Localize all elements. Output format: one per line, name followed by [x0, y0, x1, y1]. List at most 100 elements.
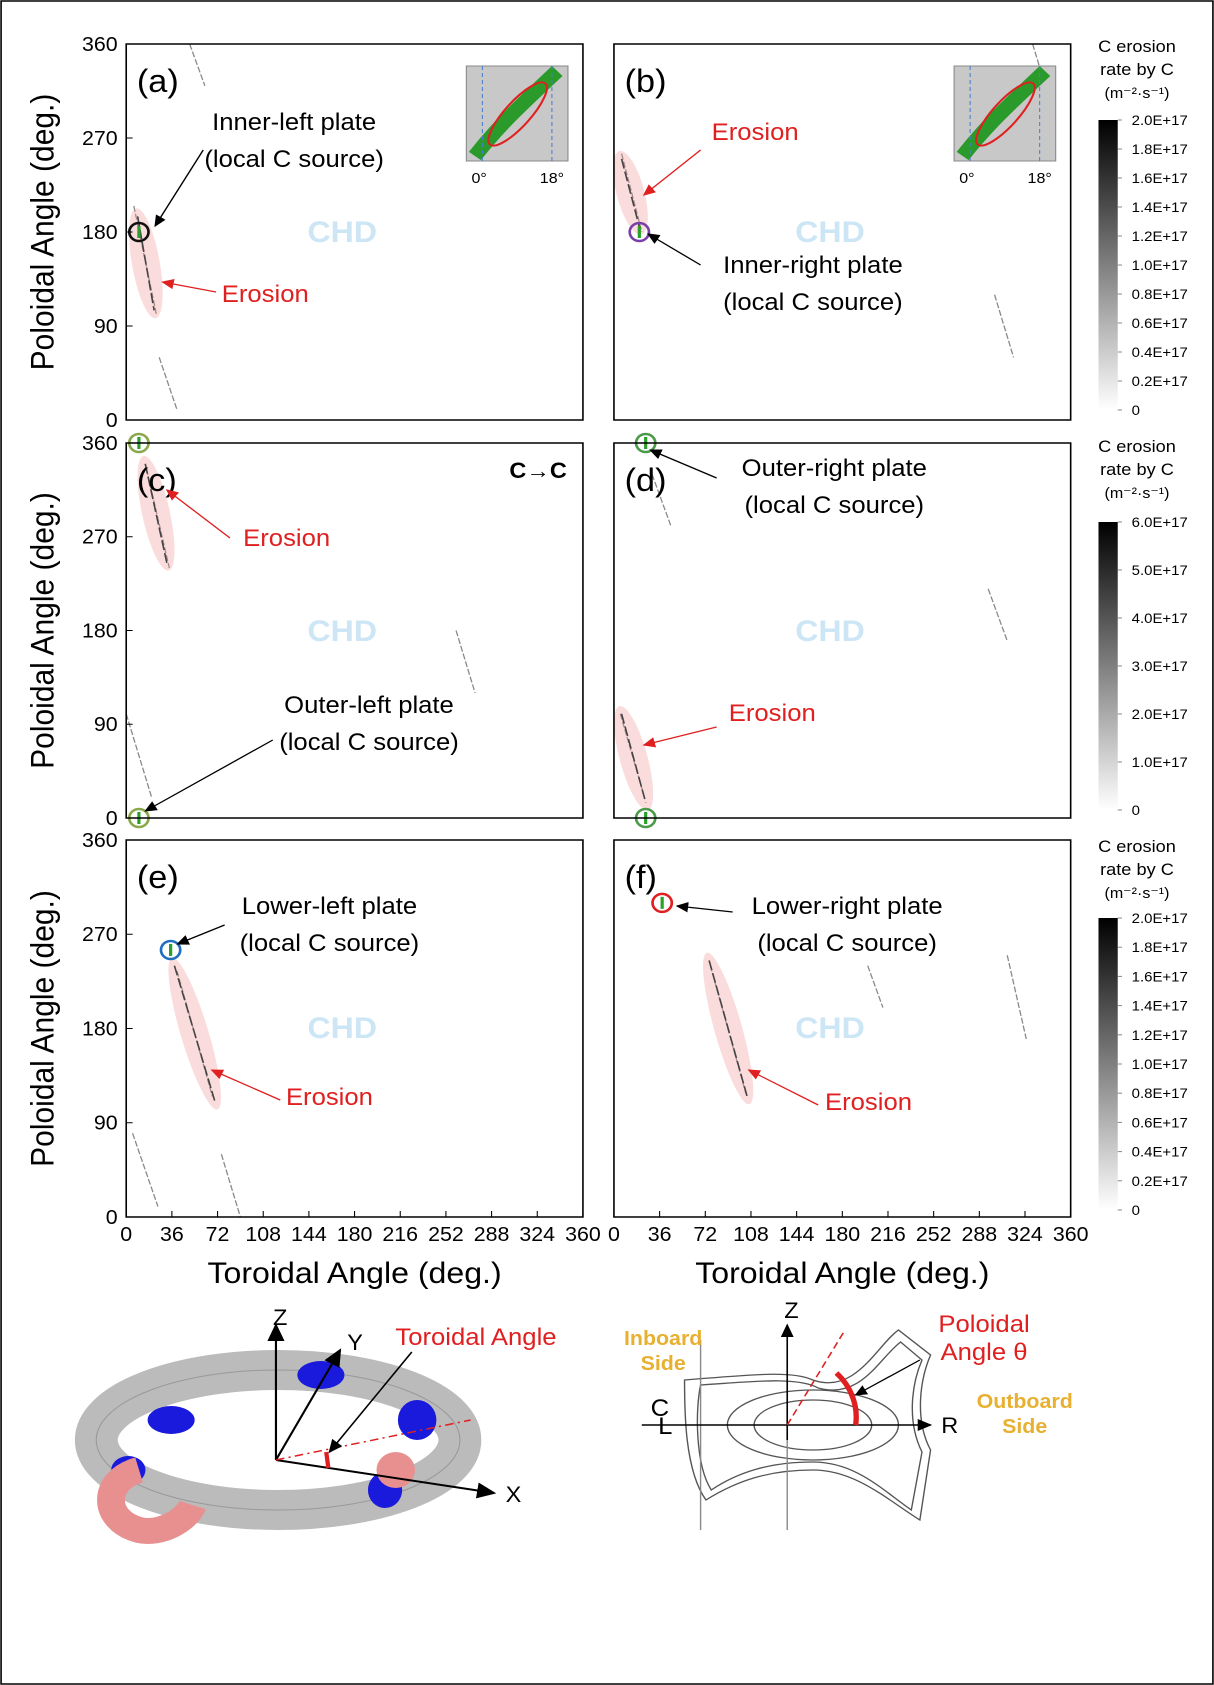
- diagram-label: Side: [641, 1353, 686, 1375]
- x-tick-label: 288: [474, 1224, 510, 1246]
- axis-letter: R: [941, 1413, 958, 1438]
- diagram-label: Outboard: [977, 1391, 1073, 1413]
- streak: [867, 965, 884, 1008]
- colorbar-tick-label: 1.0E+17: [1132, 1057, 1188, 1072]
- panel: 0 90 180 270 360 0 36 72 108 144 180 216 252 288 324 36…: [25, 830, 601, 1290]
- source-label: Inner-left plate: [212, 110, 376, 136]
- colorbar-title: C erosion: [1098, 837, 1176, 856]
- watermark: CHD: [308, 1011, 377, 1045]
- angle-arc: [834, 1371, 859, 1426]
- x-tick-label: 144: [291, 1224, 327, 1246]
- y-tick-label: 0: [106, 808, 118, 830]
- watermark: CHD: [795, 215, 864, 249]
- colorbar-tick-label: 1.2E+17: [1132, 1028, 1188, 1043]
- diagram-label: Inboard: [624, 1328, 702, 1350]
- watermark: CHD: [795, 614, 864, 648]
- y-tick-label: 270: [82, 128, 118, 150]
- watermark: CHD: [308, 614, 377, 648]
- y-axis-label: Poloidal Angle (deg.): [25, 492, 61, 769]
- x-tick-label: 324: [519, 1224, 555, 1246]
- colorbar: [1098, 120, 1118, 410]
- colorbar: [1098, 522, 1118, 810]
- streak: [620, 153, 643, 233]
- arrow: [854, 1359, 921, 1396]
- erosion-streak: [173, 965, 216, 1103]
- diagram-label: Angle θ: [941, 1340, 1028, 1366]
- source-arrow: [647, 233, 701, 266]
- colorbar-title: rate by C: [1100, 860, 1174, 879]
- y-tick-label: 0: [106, 410, 118, 432]
- y-tick-label: 180: [82, 1018, 118, 1040]
- streak: [651, 474, 672, 527]
- erosion-label: Erosion: [729, 701, 816, 727]
- source-marker: [628, 221, 651, 243]
- colorbar-tick-label: 5.0E+17: [1132, 563, 1188, 578]
- source-label: (local C source): [279, 730, 459, 756]
- plot-frame: [613, 442, 1072, 819]
- y-tick-label: 90: [94, 1112, 118, 1134]
- streak: [189, 43, 206, 86]
- colorbar-tick-label: 1.0E+17: [1132, 755, 1188, 770]
- source-arrow: [675, 902, 733, 913]
- x-tick-label: 216: [382, 1224, 418, 1246]
- streak: [131, 1133, 159, 1207]
- inset-outline: [487, 81, 548, 147]
- axis-letter: Z: [784, 1298, 798, 1323]
- colorbar-title: C erosion: [1098, 437, 1176, 456]
- source-arrow: [154, 149, 204, 228]
- erosion-label: Erosion: [243, 526, 330, 552]
- erosion-arrow: [161, 278, 217, 293]
- colorbar-tick-label: 1.0E+17: [1132, 258, 1188, 273]
- colorbar-tick-label: 0.4E+17: [1132, 1145, 1188, 1160]
- colorbar-tick-label: 0: [1132, 403, 1140, 418]
- x-tick-label: 72: [693, 1224, 717, 1246]
- colorbar-tick-label: 2.0E+17: [1132, 911, 1188, 926]
- x-tick-label: 144: [779, 1224, 815, 1246]
- x-tick-label: 108: [245, 1224, 281, 1246]
- x-tick-label: 216: [870, 1224, 906, 1246]
- y-axis-label: Poloidal Angle (deg.): [25, 890, 61, 1167]
- plot-area: [613, 443, 1071, 818]
- colorbar-tick-label: 1.2E+17: [1132, 229, 1188, 244]
- source-label: (local C source): [240, 931, 420, 957]
- erosion-arrow: [210, 1069, 281, 1101]
- x-tick-label: 0: [120, 1224, 132, 1246]
- colorbar-tick-label: 6.0E+17: [1132, 515, 1188, 530]
- colorbar-tick-label: 3.0E+17: [1132, 659, 1188, 674]
- inset-outline: [975, 81, 1036, 147]
- x-tick-label: 252: [428, 1224, 464, 1246]
- colorbar-title: rate by C: [1100, 460, 1174, 479]
- colorbar: [1098, 918, 1118, 1210]
- panel-note: C→C: [509, 458, 566, 483]
- panel-label: (d): [625, 463, 667, 499]
- colorbar-tick-label: 0: [1132, 803, 1140, 818]
- colorbar-title: (m⁻²·s⁻¹): [1104, 885, 1169, 901]
- colorbar-tick-label: 1.4E+17: [1132, 200, 1188, 215]
- x-tick-label: 252: [916, 1224, 952, 1246]
- watermark: CHD: [308, 215, 377, 249]
- x-tick-label: 180: [337, 1224, 373, 1246]
- axis-letter: X: [506, 1482, 522, 1507]
- x-tick-label: 180: [824, 1224, 860, 1246]
- source-arrow: [649, 449, 717, 479]
- x-tick-label: 36: [648, 1224, 672, 1246]
- source-label: Lower-right plate: [752, 894, 943, 920]
- plot-area: [126, 443, 583, 818]
- streak: [993, 294, 1015, 358]
- erosion-label: Erosion: [712, 120, 799, 146]
- erosion-region: [137, 455, 175, 571]
- erosion-label: Erosion: [286, 1085, 373, 1111]
- x-tick-label: 108: [733, 1224, 769, 1246]
- panel-label: (f): [625, 860, 657, 896]
- streak: [1006, 955, 1027, 1040]
- colorbar-tick-label: 0.4E+17: [1132, 345, 1188, 360]
- streak: [455, 630, 476, 694]
- y-tick-label: 270: [82, 526, 118, 548]
- erosion-label: Erosion: [222, 282, 309, 308]
- colorbar-title: C erosion: [1098, 37, 1176, 56]
- inset-label: 0°: [959, 170, 974, 186]
- x-tick-label: 0: [608, 1224, 620, 1246]
- streak: [158, 357, 178, 410]
